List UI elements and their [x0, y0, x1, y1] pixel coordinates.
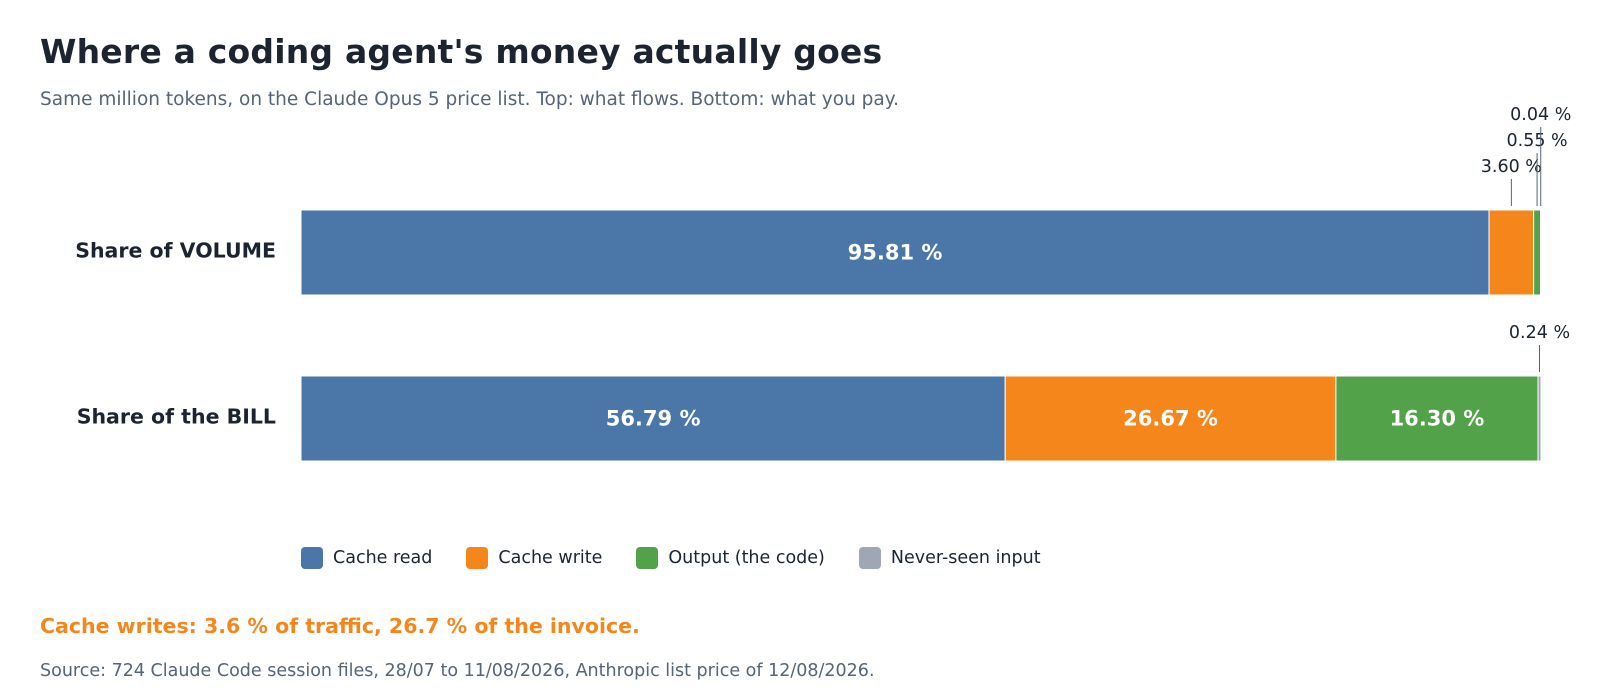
legend-label-never-seen-input: Never-seen input [890, 548, 1041, 568]
legend-label-cache-read: Cache read [333, 548, 433, 568]
stacked-bar-chart: Share of VOLUME 95.81 % 3.60 % 0.55 % 0.04 %… [75, 105, 1571, 462]
data-label-cache-write-1: 26.67 % [1123, 407, 1218, 431]
legend-item-cache-read: Cache read [301, 547, 432, 569]
chart-title: Where a coding agent's money actually go… [40, 32, 883, 71]
bar-segment-cache-write-1 [1004, 375, 1337, 462]
source-note: Source: 724 Claude Code session files, 2… [40, 661, 875, 681]
chart-subtitle: Same million tokens, on the Claude Opus … [40, 89, 899, 110]
legend-swatch-cache-read [301, 547, 323, 569]
legend-item-never-seen-input: Never-seen input [858, 547, 1041, 569]
legend-item-cache-write: Cache write [466, 547, 602, 569]
bar-segment-cache-read-0 [300, 209, 1490, 296]
bar-segment-cache-write-0 [1488, 209, 1535, 296]
legend-label-output-the-code: Output (the code) [668, 548, 825, 568]
legend-swatch-cache-write [466, 547, 489, 569]
data-label-cache-write-0: 3.60 % [1481, 157, 1542, 177]
bar-segment-cache-read-1 [300, 375, 1006, 462]
legend-swatch-never-seen-input [858, 547, 881, 569]
data-label-cache-read-1: 56.79 % [606, 407, 701, 431]
legend: Cache read Cache write Output (the code) Ne… [301, 547, 1075, 569]
legend-item-output-the-code: Output (the code) [636, 547, 825, 569]
headline-callout: Cache writes: 3.6 % of traffic, 26.7 % o… [40, 614, 640, 638]
bar-segment-output-the-code-0 [1533, 209, 1542, 296]
bar-segment-output-the-code-1 [1335, 375, 1539, 462]
data-label-never-seen-input-1: 0.24 % [1509, 323, 1570, 343]
category-label-share-of-the-bill: Share of the BILL [77, 405, 276, 429]
bar-segment-never-seen-input-1 [1537, 375, 1542, 462]
data-label-never-seen-input-0: 0.04 % [1510, 105, 1571, 125]
data-label-output-the-code-1: 16.30 % [1390, 407, 1485, 431]
legend-swatch-output-the-code [636, 547, 659, 569]
data-label-cache-read-0: 95.81 % [848, 241, 943, 265]
legend-label-cache-write: Cache write [498, 548, 603, 568]
bar-segment-never-seen-input-0 [1540, 209, 1542, 296]
data-label-output-the-code-0: 0.55 % [1507, 131, 1568, 151]
category-label-share-of-volume: Share of VOLUME [75, 239, 276, 263]
